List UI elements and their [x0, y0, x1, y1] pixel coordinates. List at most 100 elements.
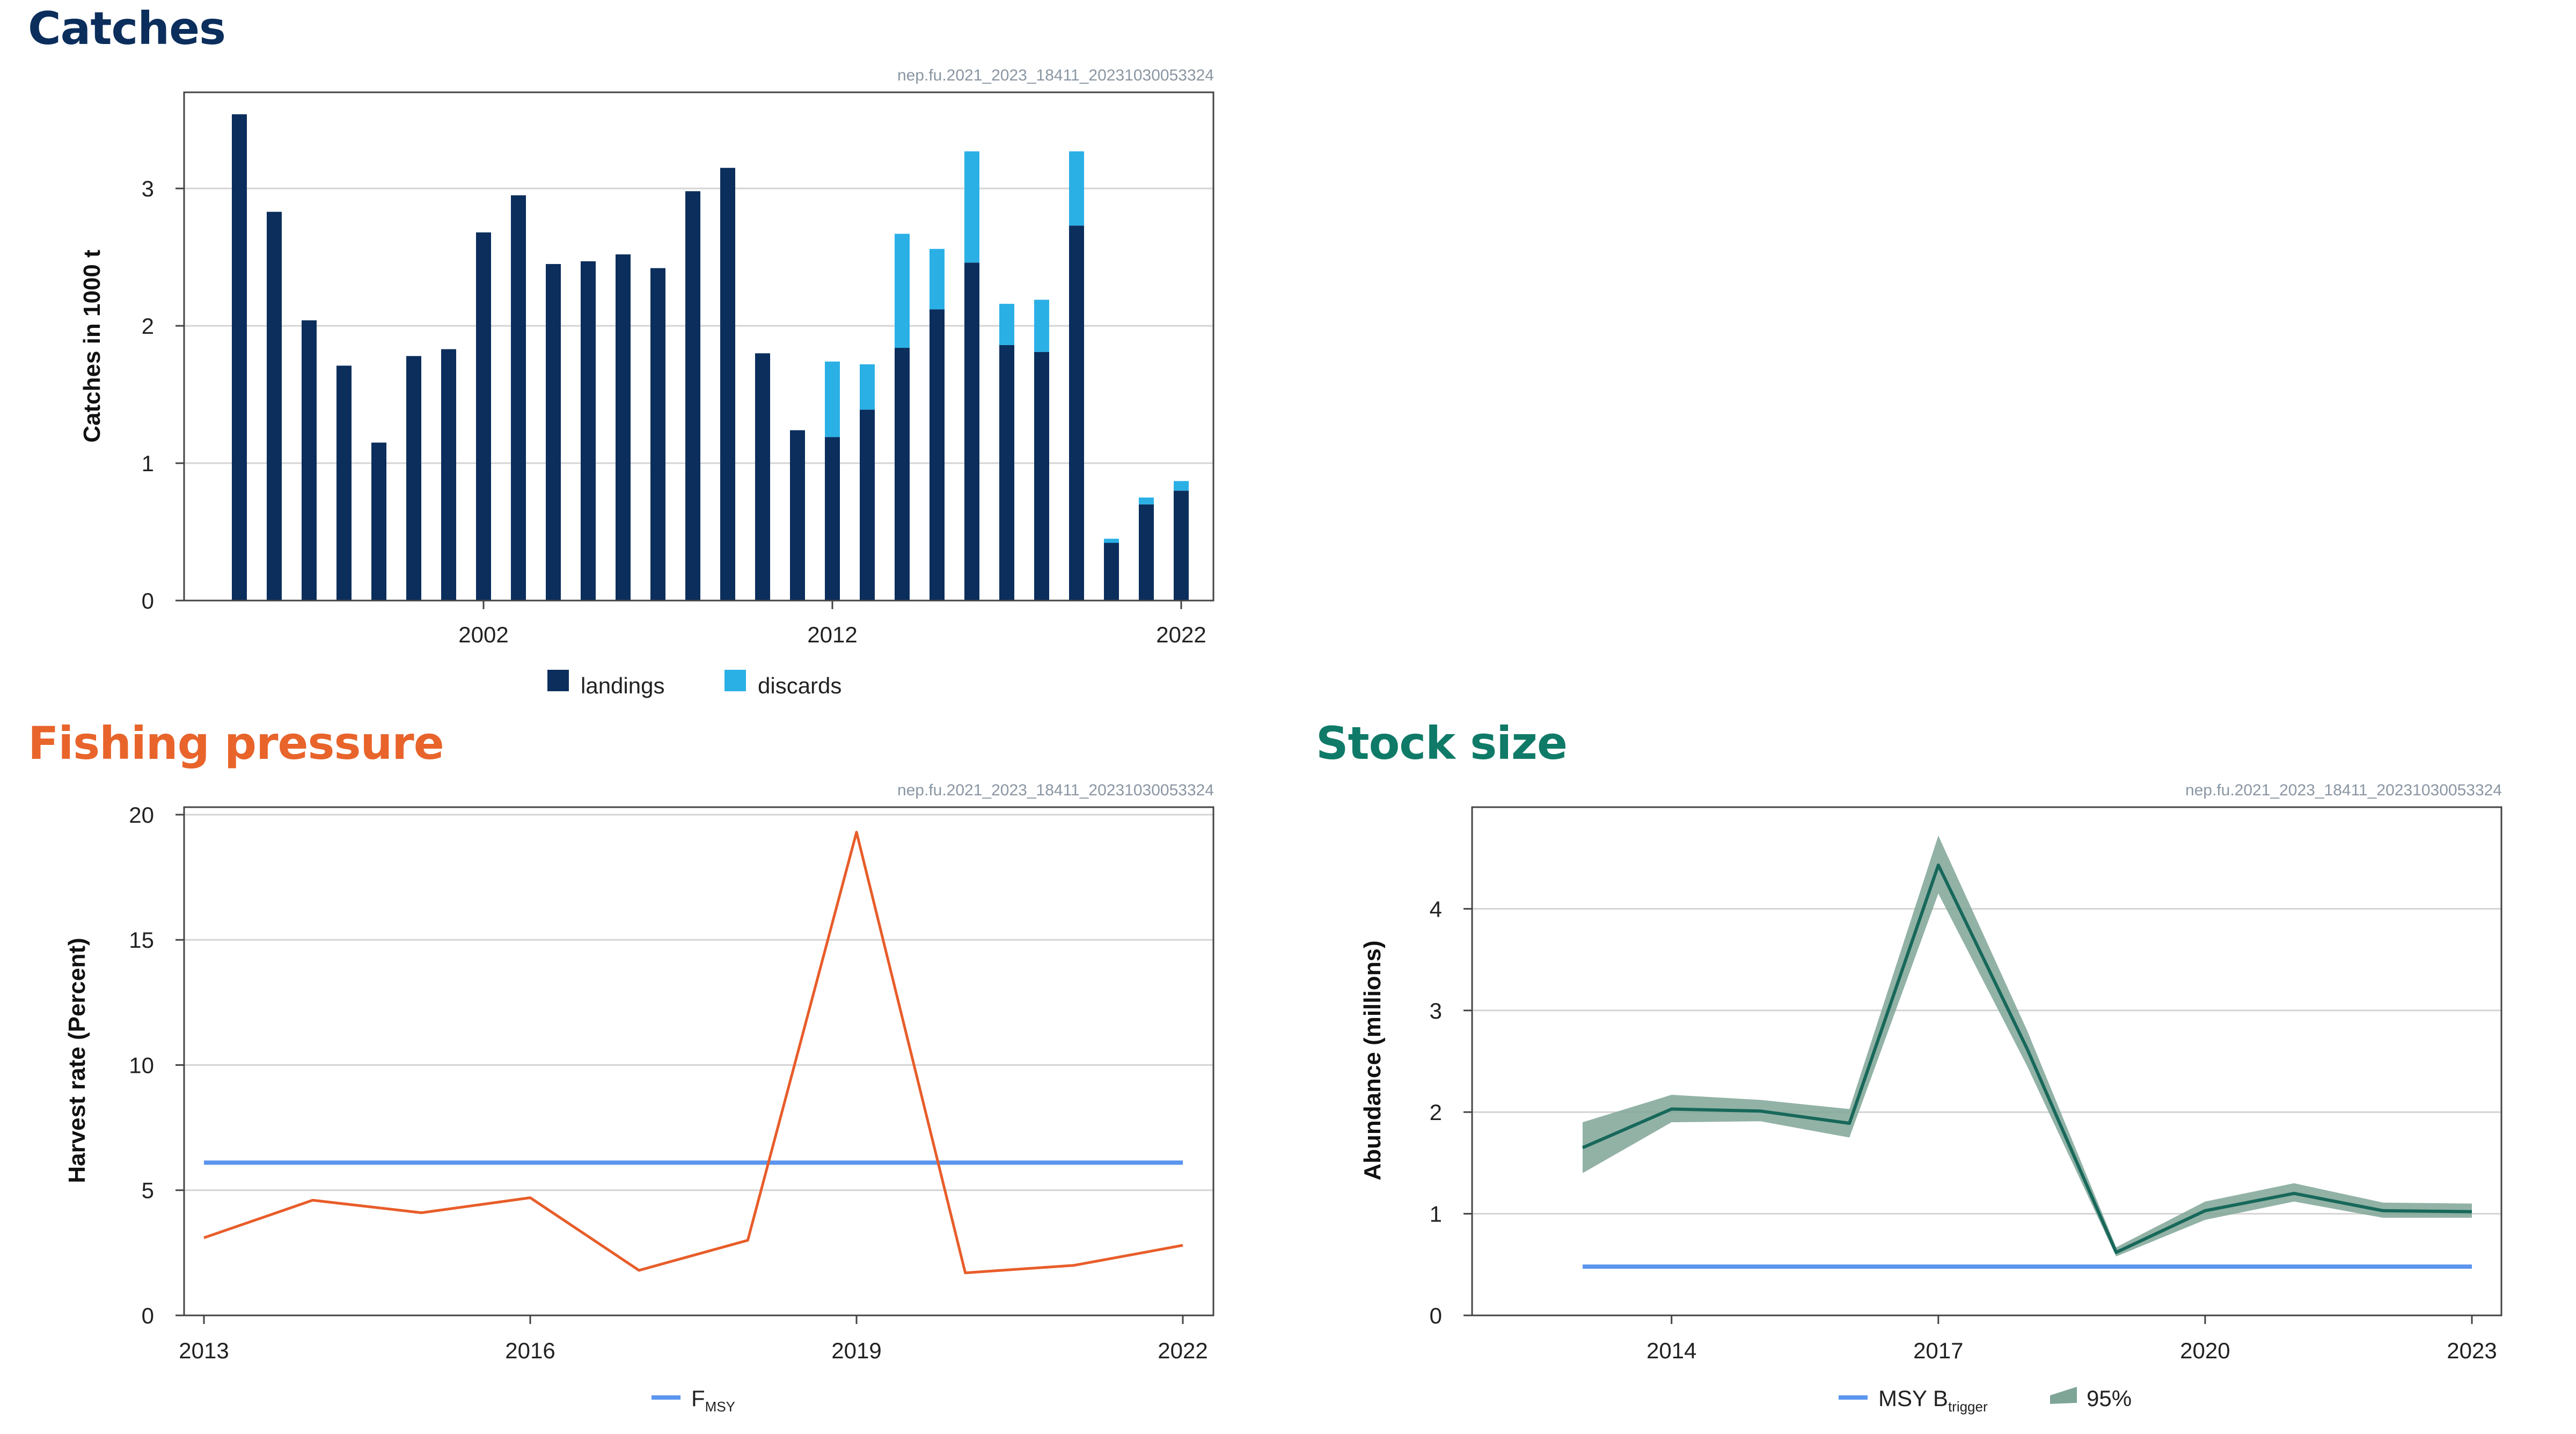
x-tick-label: 2002 [458, 622, 508, 647]
landings-bar [476, 232, 491, 601]
discards-bar [964, 151, 979, 263]
harvest-plot-frame [183, 806, 1214, 1316]
catches-stamp: nep.fu.2021_2023_18411_20231030053324 [897, 67, 1214, 84]
x-tick-label: 2022 [1156, 622, 1206, 647]
y-tick-label: 5 [142, 1178, 154, 1203]
catches-plot-frame [183, 91, 1214, 602]
landings-bar [685, 191, 700, 601]
abundance-line [1582, 863, 2472, 1254]
abundance-x-ticks: 2014 2017 2020 2023 [1646, 1315, 2497, 1363]
landings-bar [650, 268, 665, 601]
legend-msy-sub: trigger [1948, 1399, 1988, 1415]
x-tick-label: 2020 [2180, 1338, 2230, 1363]
landings-bar [511, 195, 526, 601]
catches-title: Catches [28, 2, 226, 55]
stock-size-chart: 0 1 2 3 4 2014 2017 2020 2023 Abundance (millio… [1359, 806, 2502, 1415]
y-tick-label: 20 [129, 802, 154, 828]
stock-size-stamp: nep.fu.2021_2023_18411_20231030053324 [2185, 781, 2502, 799]
y-tick-label: 2 [1430, 1100, 1442, 1125]
catches-legend: landings discards [547, 670, 841, 698]
legend-discards-label: discards [758, 673, 841, 698]
discards-bar [1069, 151, 1084, 226]
discards-bar [1034, 299, 1049, 352]
harvest-y-axis-title: Harvest rate (Percent) [64, 938, 90, 1183]
discards-bar [825, 361, 840, 437]
legend-fmsy-main: F [691, 1386, 705, 1411]
stock-size-panel: Stock size nep.fu.2021_2023_18411_202310… [1288, 717, 2576, 1434]
landings-bar [964, 262, 979, 601]
legend-msy-btrigger-label: MSY Btrigger [1878, 1386, 1988, 1415]
abundance-y-ticks: 0 1 2 3 4 [1430, 896, 1472, 1328]
landings-bar [546, 264, 561, 601]
discards-bar [1174, 481, 1189, 491]
x-tick-label: 2012 [807, 622, 857, 647]
catches-chart: 0 1 2 3 2002 2012 2022 Catches in 1000 t land… [79, 91, 1214, 698]
y-tick-label: 3 [1430, 998, 1442, 1023]
x-tick-label: 2014 [1646, 1338, 1696, 1363]
y-tick-label: 2 [142, 313, 154, 339]
fishing-pressure-title: Fishing pressure [28, 717, 444, 770]
catches-bars [232, 114, 1189, 601]
harvest-grid [184, 814, 1213, 1191]
legend-fmsy-label: FMSY [691, 1386, 735, 1415]
catches-panel: Catches nep.fu.2021_2023_18411_202310300… [0, 0, 1288, 714]
landings-bar [616, 254, 631, 601]
abundance-plot-frame [1471, 806, 2502, 1316]
catches-y-ticks: 0 1 2 3 [142, 176, 184, 613]
landings-bar [406, 356, 421, 601]
discards-bar [1139, 497, 1154, 504]
landings-bar [860, 409, 875, 601]
y-tick-label: 3 [142, 176, 154, 201]
x-tick-label: 2023 [2447, 1338, 2497, 1363]
landings-bar [720, 167, 735, 601]
y-tick-label: 0 [142, 588, 154, 613]
stock-size-legend: MSY Btrigger 95% [1839, 1386, 2132, 1415]
y-tick-label: 15 [129, 927, 154, 953]
harvest-y-ticks: 0 5 10 15 20 [129, 802, 184, 1328]
harvest-x-ticks: 2013 2016 2019 2022 [179, 1315, 1208, 1363]
landings-bar [755, 353, 770, 601]
fishing-pressure-legend: FMSY [652, 1386, 735, 1415]
legend-landings-swatch [547, 670, 569, 691]
landings-bar [825, 437, 840, 601]
discards-bar [895, 233, 910, 348]
legend-landings-label: landings [581, 673, 664, 698]
x-tick-label: 2013 [179, 1338, 229, 1363]
legend-fmsy-sub: MSY [705, 1399, 735, 1415]
abundance-y-axis-title: Abundance (millions) [1359, 940, 1386, 1180]
landings-bar [895, 348, 910, 601]
fishing-pressure-chart: 0 5 10 15 20 2013 2016 2019 2022 Harvest rate (… [64, 802, 1214, 1415]
legend-95-swatch [2050, 1387, 2077, 1404]
y-tick-label: 1 [142, 451, 154, 476]
x-tick-label: 2016 [505, 1338, 555, 1363]
x-tick-label: 2022 [1158, 1338, 1208, 1363]
discards-bar [1104, 538, 1119, 543]
landings-bar [441, 349, 456, 601]
fishing-pressure-panel: Fishing pressure nep.fu.2021_2023_18411_… [0, 717, 1288, 1434]
landings-bar [1104, 543, 1119, 601]
y-tick-label: 4 [1430, 896, 1442, 921]
legend-95-label: 95% [2087, 1386, 2132, 1411]
landings-bar [302, 320, 317, 601]
landings-bar [267, 211, 282, 601]
y-tick-label: 1 [1430, 1202, 1442, 1227]
discards-bar [999, 304, 1014, 345]
landings-bar [930, 309, 945, 601]
landings-bar [1034, 352, 1049, 601]
landings-bar [1069, 225, 1084, 601]
landings-bar [336, 365, 352, 601]
x-tick-label: 2019 [831, 1338, 881, 1363]
fishing-pressure-stamp: nep.fu.2021_2023_18411_20231030053324 [897, 781, 1214, 799]
y-tick-label: 0 [142, 1303, 154, 1328]
landings-bar [1174, 491, 1189, 601]
stock-size-title: Stock size [1316, 717, 1568, 770]
x-tick-label: 2017 [1913, 1338, 1963, 1363]
landings-bar [999, 345, 1014, 601]
discards-bar [860, 364, 875, 410]
y-tick-label: 10 [129, 1052, 154, 1078]
landings-bar [790, 430, 805, 601]
landings-bar [581, 261, 596, 601]
landings-bar [232, 114, 247, 601]
legend-msy-main: MSY B [1878, 1386, 1948, 1411]
y-tick-label: 0 [1430, 1303, 1442, 1328]
